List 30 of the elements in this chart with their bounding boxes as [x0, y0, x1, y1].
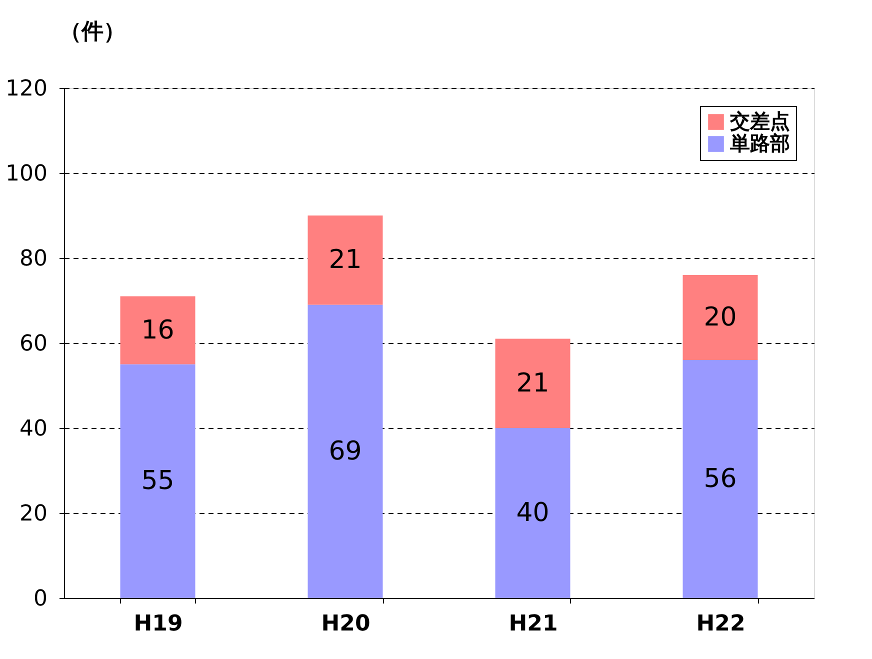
x-tick-label: H20 [321, 612, 370, 636]
data-label: 55 [141, 466, 174, 496]
bar [308, 216, 383, 305]
bar [308, 304, 383, 598]
data-label: 21 [516, 368, 550, 398]
x-tick-label: H22 [696, 612, 746, 636]
data-label: 69 [328, 436, 362, 466]
bar [682, 275, 758, 360]
data-label: 40 [516, 498, 550, 528]
y-tick-label: 80 [20, 246, 48, 272]
y-tick-label: 20 [20, 502, 48, 526]
legend-label: 単路部 [729, 131, 790, 155]
bar [120, 296, 196, 364]
y-axis-title: （件） [60, 20, 126, 44]
bar [682, 360, 758, 598]
data-label: 21 [328, 245, 362, 276]
y-tick-label: 40 [20, 416, 48, 442]
x-tick-label: H21 [508, 612, 558, 636]
data-label: 16 [141, 315, 174, 346]
data-label: 56 [704, 464, 737, 494]
bar [495, 338, 570, 428]
bar [120, 364, 196, 598]
x-tick-label: H19 [134, 612, 183, 636]
y-tick-label: 0 [34, 586, 48, 612]
y-tick-label: 60 [20, 332, 48, 356]
y-tick-label: 100 [6, 162, 48, 186]
legend-label: 交差点 [729, 109, 790, 133]
bar [495, 428, 570, 598]
data-label: 20 [704, 302, 737, 332]
y-tick-label: 120 [6, 76, 48, 102]
